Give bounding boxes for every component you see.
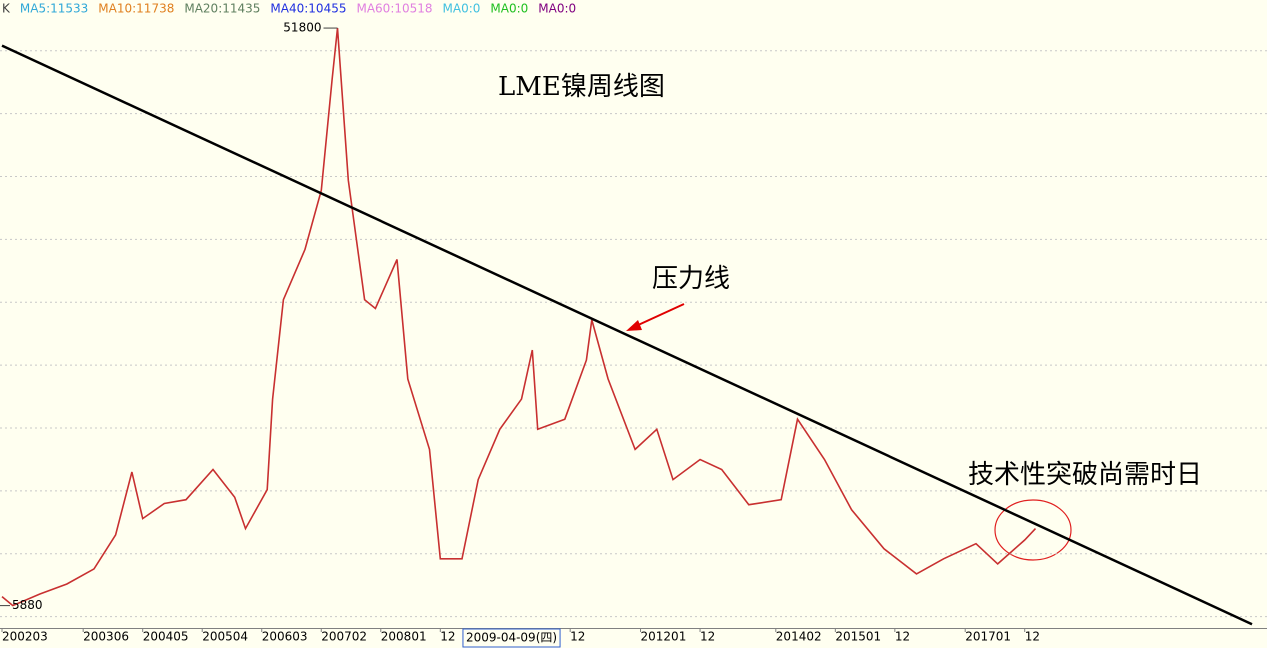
x-tick-label: 200702 [321,630,367,644]
arrow [626,303,685,331]
indicator-label: MA0:0 [443,2,481,16]
cursor-box [462,628,561,648]
x-tick-label: 200306 [83,630,129,644]
price-line [1,28,1037,607]
x-tick-label: 201701 [965,630,1011,644]
x-tick-label: 12 [895,630,910,644]
indicator-label: MA40:10455 [270,2,346,16]
x-tick-label: 201201 [641,630,687,644]
x-tick-label: 200504 [202,630,248,644]
x-tick-label: 200203 [2,630,48,644]
indicator-label: MA0:0 [490,2,528,16]
highlight-circle [994,499,1072,561]
annotation: 压力线 [652,264,730,294]
indicator-label: MA10:11738 [98,2,174,16]
indicator-label: MA5:11533 [20,2,88,16]
x-tick-label: 201501 [835,630,881,644]
x-tick-label: 12 [700,630,715,644]
x-tick-label: 201402 [776,630,822,644]
indicator-label: MA0:0 [538,2,576,16]
x-tick-label: 12 [570,630,585,644]
indicator-label: MA60:10518 [356,2,432,16]
chart-title: LME镍周线图 [498,72,665,102]
indicator-label: MA20:11435 [184,2,260,16]
min-label: 5880 [12,598,43,612]
x-tick-label: 200801 [381,630,427,644]
x-tick-label: 200405 [143,630,189,644]
cursor-label: 2009-04-09(四) [466,631,557,645]
x-tick-label: 200603 [262,630,308,644]
max-label: 51800 [283,21,321,35]
x-tick-label: 12 [1025,630,1040,644]
indicator-label: K [2,2,11,16]
annotation: 技术性突破尚需时日 [968,460,1202,490]
trendline [1,44,1253,626]
x-tick-label: 12 [440,630,455,644]
